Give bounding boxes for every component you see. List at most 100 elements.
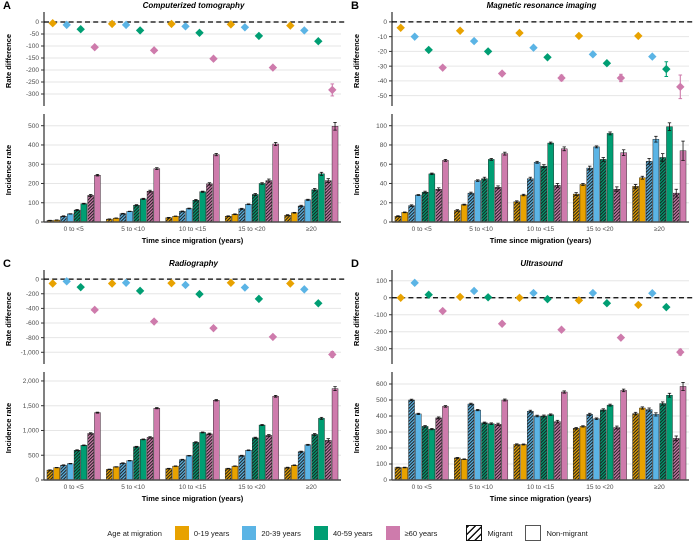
figure-legend: Age at migration 0-19 years 20-39 years …	[0, 518, 695, 548]
legend-swatch-40-59	[313, 526, 328, 540]
panel-chart-svg: 0 -50 -100 -150 -200 -250 -300 Rate difference 0…	[4, 12, 345, 245]
svg-text:0 to <5: 0 to <5	[412, 484, 432, 491]
svg-text:-40: -40	[378, 78, 388, 85]
svg-text:0 to <5: 0 to <5	[64, 484, 84, 491]
svg-text:Time since migration (years): Time since migration (years)	[142, 494, 244, 503]
panel-chart-svg: 100 0 -100 -200 -300 Rate difference 0 100 200 30…	[352, 270, 693, 503]
panel-A-chart: 0 -50 -100 -150 -200 -250 -300 Rate difference 0…	[0, 0, 347, 258]
legend-label-migrant: Migrant	[487, 528, 513, 538]
svg-text:100: 100	[376, 123, 387, 130]
svg-text:10 to <15: 10 to <15	[527, 484, 555, 491]
svg-text:15 to <20: 15 to <20	[238, 226, 266, 233]
panel-B-label: B	[351, 0, 359, 12]
svg-text:-300: -300	[374, 346, 387, 353]
svg-text:400: 400	[28, 142, 39, 149]
panels-grid: A Computerized tomography 0 -50 -100 -150 -2…	[0, 0, 695, 516]
legend-item-age-20-39: 20-39 years	[242, 526, 301, 540]
svg-text:15 to <20: 15 to <20	[586, 226, 614, 233]
legend-swatch-60plus	[385, 526, 400, 540]
legend-item-age-0-19: 0-19 years	[174, 526, 230, 540]
panel-B: B Magnetic resonance imaging 0 -10 -20 -30 -…	[348, 0, 695, 258]
svg-text:200: 200	[376, 445, 387, 452]
legend-item-age-60plus: ≥60 years	[385, 526, 438, 540]
svg-text:-1,000: -1,000	[21, 349, 40, 356]
svg-text:-20: -20	[378, 49, 388, 56]
svg-text:-300: -300	[26, 91, 39, 98]
legend-label-20-39: 20-39 years	[261, 528, 301, 538]
svg-text:Incidence rate: Incidence rate	[4, 145, 13, 195]
panel-C-label: C	[3, 258, 11, 270]
panel-A-label: A	[3, 0, 11, 12]
svg-text:0: 0	[383, 295, 387, 302]
panel-C-chart: 0 -200 -400 -600 -800 -1,000 Rate difference 0 5…	[0, 258, 347, 516]
panel-A-title: Computerized tomography	[142, 1, 245, 10]
svg-text:-200: -200	[26, 67, 39, 74]
svg-text:500: 500	[28, 123, 39, 130]
svg-text:-10: -10	[378, 34, 388, 41]
svg-text:300: 300	[28, 161, 39, 168]
svg-text:-800: -800	[26, 335, 39, 342]
svg-text:10 to <15: 10 to <15	[179, 484, 207, 491]
panel-B-title: Magnetic resonance imaging	[486, 1, 597, 10]
svg-text:-200: -200	[374, 329, 387, 336]
svg-text:Time since migration (years): Time since migration (years)	[490, 236, 592, 245]
svg-text:≥20: ≥20	[654, 226, 665, 233]
svg-text:1,000: 1,000	[23, 428, 40, 435]
svg-text:-250: -250	[26, 79, 39, 86]
svg-text:0 to <5: 0 to <5	[64, 226, 84, 233]
panel-D-title: Ultrasound	[520, 259, 563, 268]
svg-text:500: 500	[376, 397, 387, 404]
panel-chart-svg: 0 -200 -400 -600 -800 -1,000 Rate difference 0 5…	[4, 270, 345, 503]
svg-text:Time since migration (years): Time since migration (years)	[490, 494, 592, 503]
svg-text:-50: -50	[30, 31, 40, 38]
legend-label-60plus: ≥60 years	[404, 528, 438, 538]
svg-text:20: 20	[380, 200, 388, 207]
legend-item-migrant: Migrant	[466, 525, 512, 541]
legend-swatch-non-migrant	[525, 525, 542, 541]
svg-text:Rate difference: Rate difference	[352, 292, 361, 346]
svg-text:400: 400	[376, 413, 387, 420]
svg-text:-100: -100	[374, 312, 387, 319]
svg-text:100: 100	[376, 278, 387, 285]
panel-D-chart: 100 0 -100 -200 -300 Rate difference 0 100 200 30…	[348, 258, 695, 516]
svg-text:-100: -100	[26, 43, 39, 50]
legend-swatch-migrant-hatch	[466, 525, 483, 541]
svg-text:≥20: ≥20	[306, 226, 317, 233]
svg-text:Incidence rate: Incidence rate	[352, 403, 361, 453]
panel-chart-svg: 0 -10 -20 -30 -40 -50 Rate difference 0 20 40 60 80…	[352, 12, 693, 245]
svg-text:600: 600	[376, 381, 387, 388]
svg-text:2,000: 2,000	[23, 378, 40, 385]
svg-text:5 to <10: 5 to <10	[121, 484, 145, 491]
legend-item-age-40-59: 40-59 years	[313, 526, 373, 540]
svg-text:10 to <15: 10 to <15	[527, 226, 555, 233]
legend-label-non-migrant: Non-migrant	[546, 528, 588, 538]
svg-text:5 to <10: 5 to <10	[469, 226, 493, 233]
svg-text:0: 0	[35, 19, 39, 26]
svg-text:Rate difference: Rate difference	[4, 34, 13, 88]
legend-item-non-migrant: Non-migrant	[525, 525, 588, 541]
svg-text:100: 100	[28, 200, 39, 207]
svg-text:0: 0	[35, 219, 39, 226]
svg-text:1,500: 1,500	[23, 403, 40, 410]
svg-text:0: 0	[35, 276, 39, 283]
svg-text:5 to <10: 5 to <10	[469, 484, 493, 491]
svg-text:0: 0	[35, 477, 39, 484]
svg-text:≥20: ≥20	[654, 484, 665, 491]
svg-text:-200: -200	[26, 291, 39, 298]
legend-label-40-59: 40-59 years	[332, 528, 373, 538]
svg-text:-600: -600	[26, 320, 39, 327]
svg-text:-150: -150	[26, 55, 39, 62]
svg-text:≥20: ≥20	[306, 484, 317, 491]
svg-text:0: 0	[383, 219, 387, 226]
svg-text:Time since migration (years): Time since migration (years)	[142, 236, 244, 245]
panel-D: D Ultrasound 100 0 -100 -200 -300 Rate differ…	[348, 258, 695, 516]
svg-text:0 to <5: 0 to <5	[412, 226, 432, 233]
svg-text:-50: -50	[378, 93, 388, 100]
legend-title: Age at migration	[107, 528, 162, 538]
svg-text:15 to <20: 15 to <20	[238, 484, 266, 491]
svg-text:40: 40	[380, 181, 388, 188]
svg-text:500: 500	[28, 452, 39, 459]
panel-D-label: D	[351, 258, 359, 270]
legend-label-0-19: 0-19 years	[193, 528, 230, 538]
